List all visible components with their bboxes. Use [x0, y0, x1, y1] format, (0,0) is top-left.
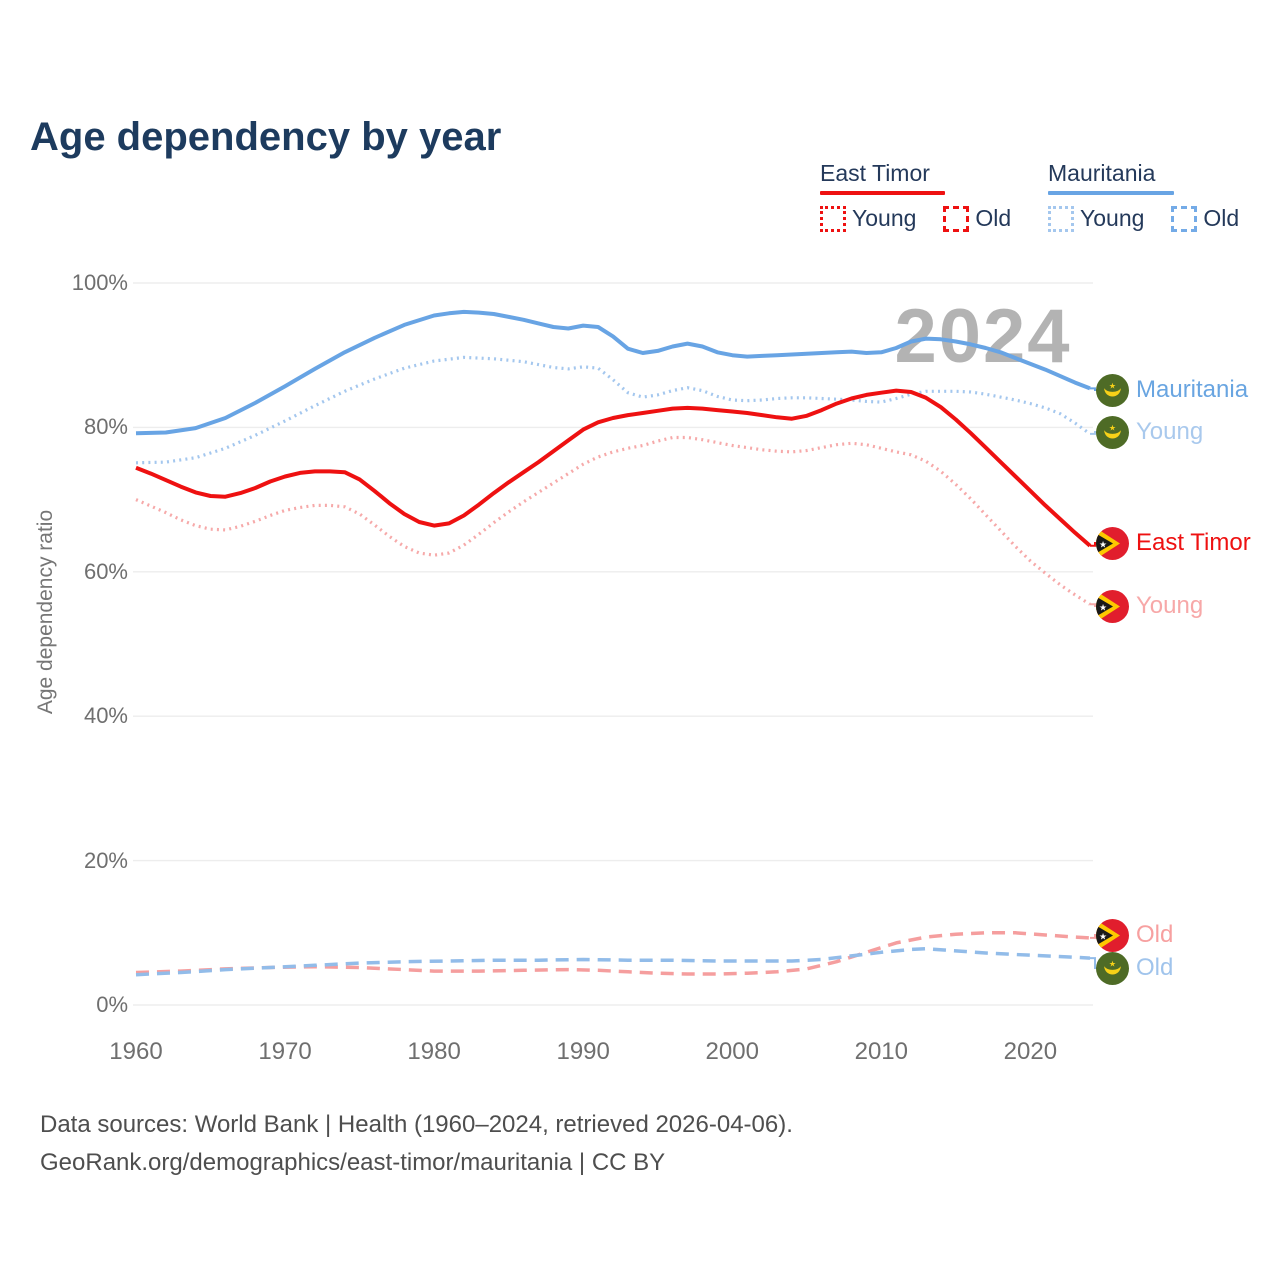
svg-text:★: ★	[1099, 931, 1107, 941]
x-tick-label: 2020	[1003, 1038, 1058, 1065]
legend-title-east-timor: East Timor	[820, 160, 930, 186]
dotted-swatch-icon	[820, 205, 846, 232]
series-east_timor_total	[135, 388, 1092, 548]
x-tick-label: 2000	[705, 1038, 759, 1065]
legend-item-east-timor-young: Young	[820, 205, 916, 232]
dashed-swatch-icon	[1171, 205, 1198, 232]
legend-group-mauritania: Mauritania Young Old	[1048, 160, 1239, 232]
x-tick-label: 1970	[258, 1038, 312, 1065]
x-tick-label: 2010	[854, 1038, 908, 1065]
y-tick-label: 100%	[71, 270, 128, 295]
end-label-text: Young	[1136, 418, 1204, 445]
y-tick-label: 0%	[96, 992, 128, 1017]
series-mauritania_total	[135, 309, 1091, 436]
svg-text:★: ★	[1109, 381, 1116, 390]
svg-text:★: ★	[1099, 602, 1107, 612]
series-mauritania_young	[135, 355, 1091, 465]
end-label-mauritania-young: ★ Young	[1096, 415, 1203, 449]
east-timor-flag-icon: ★	[1096, 918, 1129, 952]
legend-group-east-timor: East Timor Young Old	[820, 160, 1011, 232]
y-tick-label: 80%	[83, 414, 128, 440]
end-label-east-timor-young: ★ Young	[1096, 589, 1203, 623]
east-timor-flag-icon: ★	[1096, 526, 1129, 560]
x-tick-label: 1960	[109, 1038, 163, 1065]
mauritania-flag-icon: ★	[1096, 415, 1129, 449]
legend-underline-east-timor	[820, 191, 945, 195]
svg-text:★: ★	[1109, 423, 1116, 432]
legend-item-label: Old	[975, 205, 1012, 231]
end-label-text: Mauritania	[1136, 376, 1249, 403]
legend-title-mauritania: Mauritania	[1048, 160, 1156, 186]
series-mauritania_old	[135, 946, 1091, 977]
legend-item-label: Young	[852, 205, 917, 231]
year-watermark: 2024	[894, 294, 1071, 379]
page-title: Age dependency by year	[30, 114, 502, 159]
series-east_timor_young	[135, 435, 1091, 606]
y-axis-title: Age dependency ratio	[34, 509, 57, 715]
end-label-mauritania-total: ★ Mauritania	[1096, 373, 1248, 407]
svg-text:★: ★	[1099, 539, 1107, 549]
end-label-east-timor-old: ★ Old	[1096, 918, 1173, 952]
y-tick-label: 60%	[83, 558, 128, 584]
x-tick-label: 1990	[556, 1038, 610, 1065]
end-label-text: East Timor	[1136, 529, 1251, 556]
legend-item-mauritania-young: Young	[1048, 205, 1144, 232]
end-label-east-timor-total: ★ East Timor	[1096, 526, 1251, 560]
y-tick-label: 20%	[83, 847, 128, 873]
dotted-swatch-icon	[1048, 205, 1074, 232]
legend-item-east-timor-old: Old	[943, 205, 1011, 232]
legend-item-label: Young	[1080, 205, 1145, 231]
legend-underline-mauritania	[1048, 191, 1174, 195]
dashed-swatch-icon	[943, 205, 970, 232]
end-label-text: Old	[1136, 954, 1174, 981]
series-east_timor_old	[135, 931, 1091, 976]
svg-text:★: ★	[1109, 959, 1116, 968]
x-tick-label: 1980	[407, 1038, 461, 1065]
footer-attribution: GeoRank.org/demographics/east-timor/maur…	[40, 1149, 666, 1176]
footer-data-sources: Data sources: World Bank | Health (1960–…	[40, 1111, 793, 1138]
end-label-text: Young	[1136, 592, 1204, 619]
y-tick-label: 40%	[83, 703, 128, 729]
legend-item-mauritania-old: Old	[1171, 205, 1239, 232]
mauritania-flag-icon: ★	[1096, 373, 1129, 407]
end-label-text: Old	[1136, 921, 1174, 948]
end-label-mauritania-old: ★ Old	[1096, 951, 1173, 985]
footer: Data sources: World Bank | Health (1960–…	[40, 1106, 793, 1182]
legend-item-label: Old	[1203, 205, 1240, 231]
mauritania-flag-icon: ★	[1096, 951, 1129, 985]
east-timor-flag-icon: ★	[1096, 589, 1129, 623]
